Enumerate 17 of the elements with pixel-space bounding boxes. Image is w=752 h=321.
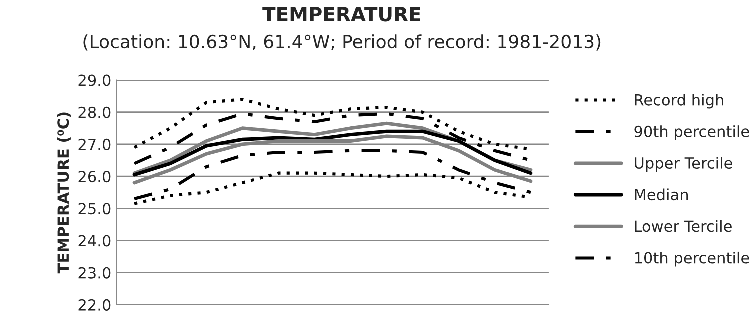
y-tick-label: 23.0 — [78, 267, 111, 279]
y-tick-label: 26.0 — [78, 171, 111, 183]
legend-label: Record high — [635, 94, 724, 109]
y-tick-label: 29.0 — [78, 74, 111, 86]
legend-label: 90th percentile — [634, 126, 750, 140]
chart-title: TEMPERATURE — [262, 7, 420, 22]
legend-label: 10th percentile — [635, 252, 750, 267]
y-tick-label: 25.0 — [78, 203, 111, 215]
y-axis-title: TEMPERATURE (⁰C) — [57, 112, 71, 274]
y-tick-label: 27.0 — [78, 138, 111, 150]
legend-label: Median — [635, 188, 688, 201]
y-tick-label: 22.0 — [78, 299, 111, 311]
y-tick-label: 24.0 — [78, 235, 111, 247]
legend-label: Lower Tercile — [635, 220, 732, 232]
chart-subtitle: (Location: 10.63°N, 61.4°W; Period of record: 1981-2013) — [84, 34, 601, 51]
legend-label: Upper Tercile — [635, 157, 732, 172]
y-tick-label: 28.0 — [78, 106, 111, 118]
